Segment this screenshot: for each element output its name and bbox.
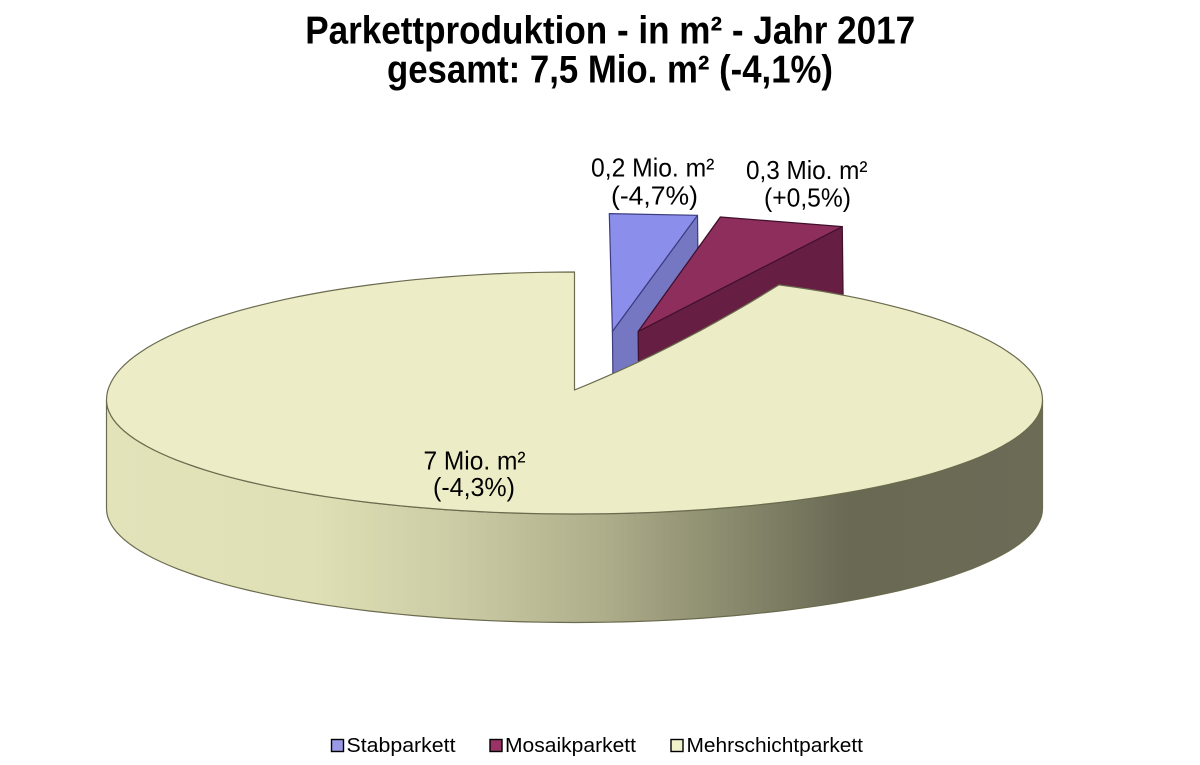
svg-text:Parkettproduktion - in m² - Ja: Parkettproduktion - in m² - Jahr 2017 (305, 10, 915, 53)
svg-text:Mosaikparkett: Mosaikparkett (505, 735, 636, 757)
svg-text:(-4,7%): (-4,7%) (611, 180, 698, 210)
svg-text:0,3 Mio. m²: 0,3 Mio. m² (746, 155, 868, 185)
svg-text:gesamt: 7,5 Mio. m² (-4,1%): gesamt: 7,5 Mio. m² (-4,1%) (387, 49, 833, 92)
svg-text:7 Mio. m²: 7 Mio. m² (424, 445, 526, 475)
svg-text:(-4,3%): (-4,3%) (433, 472, 515, 502)
svg-text:Mehrschichtparkett: Mehrschichtparkett (687, 735, 864, 757)
svg-text:Stabparkett: Stabparkett (347, 735, 456, 757)
svg-text:(+0,5%): (+0,5%) (764, 183, 851, 213)
svg-text:0,2 Mio. m²: 0,2 Mio. m² (591, 152, 715, 182)
